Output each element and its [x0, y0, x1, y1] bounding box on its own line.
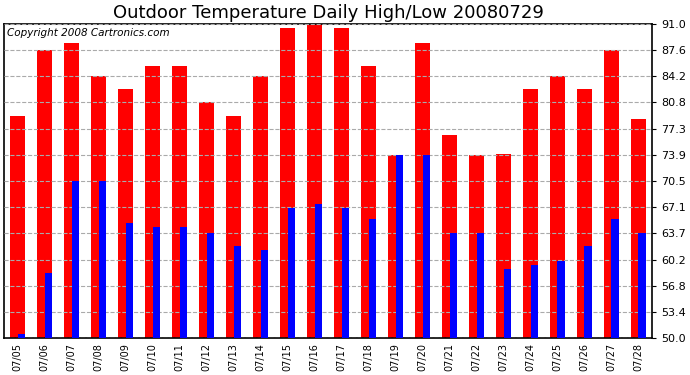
Bar [288, 208, 295, 338]
Bar [253, 76, 268, 338]
Bar [334, 27, 349, 338]
Bar [611, 219, 619, 338]
Bar [631, 120, 646, 338]
Bar [442, 135, 457, 338]
Bar [361, 66, 376, 338]
Bar [469, 155, 484, 338]
Bar [550, 76, 565, 338]
Bar [504, 269, 511, 338]
Bar [226, 116, 241, 338]
Bar [45, 273, 52, 338]
Bar [91, 76, 106, 338]
Bar [280, 27, 295, 338]
Bar [638, 233, 646, 338]
Bar [152, 227, 160, 338]
Bar [207, 233, 214, 338]
Bar [179, 227, 187, 338]
Title: Outdoor Temperature Daily High/Low 20080729: Outdoor Temperature Daily High/Low 20080… [112, 4, 544, 22]
Bar [531, 265, 538, 338]
Bar [145, 66, 160, 338]
Bar [172, 66, 187, 338]
Bar [604, 50, 619, 338]
Bar [422, 155, 430, 338]
Bar [342, 208, 349, 338]
Bar [10, 116, 25, 338]
Bar [307, 24, 322, 338]
Bar [37, 50, 52, 338]
Bar [558, 261, 565, 338]
Bar [99, 181, 106, 338]
Bar [577, 89, 592, 338]
Bar [477, 233, 484, 338]
Bar [199, 102, 214, 338]
Bar [368, 219, 376, 338]
Bar [415, 43, 430, 338]
Bar [72, 181, 79, 338]
Bar [234, 246, 242, 338]
Bar [523, 89, 538, 338]
Bar [315, 204, 322, 338]
Bar [496, 154, 511, 338]
Bar [395, 155, 403, 338]
Text: Copyright 2008 Cartronics.com: Copyright 2008 Cartronics.com [8, 28, 170, 38]
Bar [64, 43, 79, 338]
Bar [118, 89, 133, 338]
Bar [388, 155, 403, 338]
Bar [18, 334, 26, 338]
Bar [126, 223, 133, 338]
Bar [261, 250, 268, 338]
Bar [450, 233, 457, 338]
Bar [584, 246, 592, 338]
